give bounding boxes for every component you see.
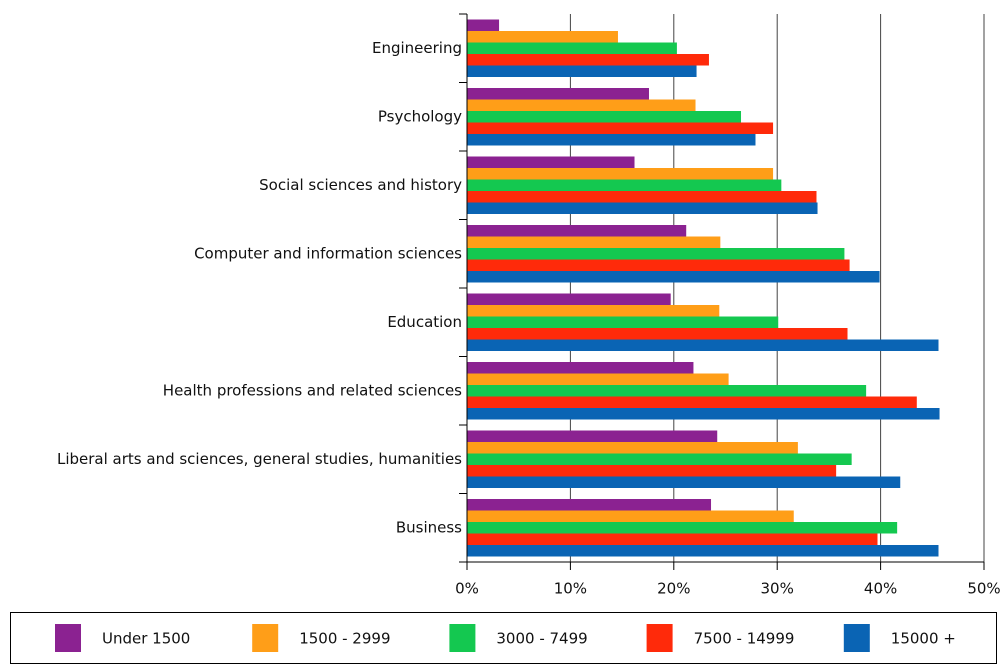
legend-swatch	[252, 624, 279, 652]
y-tick-label: Engineering	[372, 39, 462, 57]
legend-label: 7500 - 14999	[694, 630, 795, 648]
bar	[467, 202, 818, 214]
bar	[467, 65, 697, 77]
bar	[467, 88, 649, 100]
legend-box	[10, 612, 997, 664]
y-tick-label: Psychology	[378, 107, 462, 125]
x-tick-label: 30%	[761, 580, 794, 598]
x-tick-label: 10%	[554, 580, 587, 598]
bar	[467, 396, 917, 408]
legend-swatch	[55, 624, 81, 652]
bar	[467, 545, 939, 557]
bar	[467, 179, 782, 191]
bar	[467, 122, 774, 134]
x-tick-label: 40%	[864, 580, 897, 598]
bar	[467, 111, 742, 123]
bar	[467, 259, 850, 271]
legend-swatch	[843, 624, 870, 652]
bar	[467, 271, 880, 283]
bar	[467, 533, 878, 545]
legend-swatch	[646, 624, 673, 652]
x-tick-label: 0%	[455, 580, 479, 598]
legend-label: 3000 - 7499	[496, 630, 587, 648]
y-tick-label: Computer and information sciences	[194, 244, 462, 262]
y-tick-label: Social sciences and history	[259, 176, 462, 194]
bar	[467, 385, 867, 397]
bar	[467, 31, 618, 43]
legend-label: 1500 - 2999	[299, 630, 390, 648]
bar	[467, 328, 848, 340]
bar	[467, 408, 940, 420]
x-tick-label: 20%	[657, 580, 690, 598]
bar	[467, 305, 720, 317]
bar	[467, 522, 898, 534]
bar	[467, 191, 817, 203]
bar	[467, 316, 779, 328]
bar	[467, 225, 687, 237]
bar	[467, 476, 901, 488]
bar	[467, 248, 845, 260]
bar	[467, 99, 696, 111]
y-tick-label: Education	[387, 313, 462, 331]
bar	[467, 293, 671, 305]
bar	[467, 134, 756, 146]
bar	[467, 42, 677, 54]
bar	[467, 236, 721, 248]
bar	[467, 168, 774, 180]
bar	[467, 499, 712, 511]
y-tick-label: Liberal arts and sciences, general studi…	[57, 450, 462, 468]
legend-label: Under 1500	[102, 630, 190, 648]
bar	[467, 510, 794, 522]
bar	[467, 156, 635, 168]
bar	[467, 453, 852, 465]
bar	[467, 54, 709, 66]
y-tick-label: Health professions and related sciences	[163, 381, 462, 399]
bar	[467, 465, 837, 477]
bar	[467, 430, 718, 442]
bar	[467, 339, 939, 351]
bar	[467, 362, 694, 374]
y-tick-label: Business	[396, 518, 462, 536]
legend-label: 15000 +	[891, 630, 956, 648]
bar	[467, 442, 798, 454]
x-tick-label: 50%	[967, 580, 1000, 598]
legend-swatch	[449, 624, 476, 652]
bar	[467, 373, 729, 385]
bar	[467, 19, 500, 31]
